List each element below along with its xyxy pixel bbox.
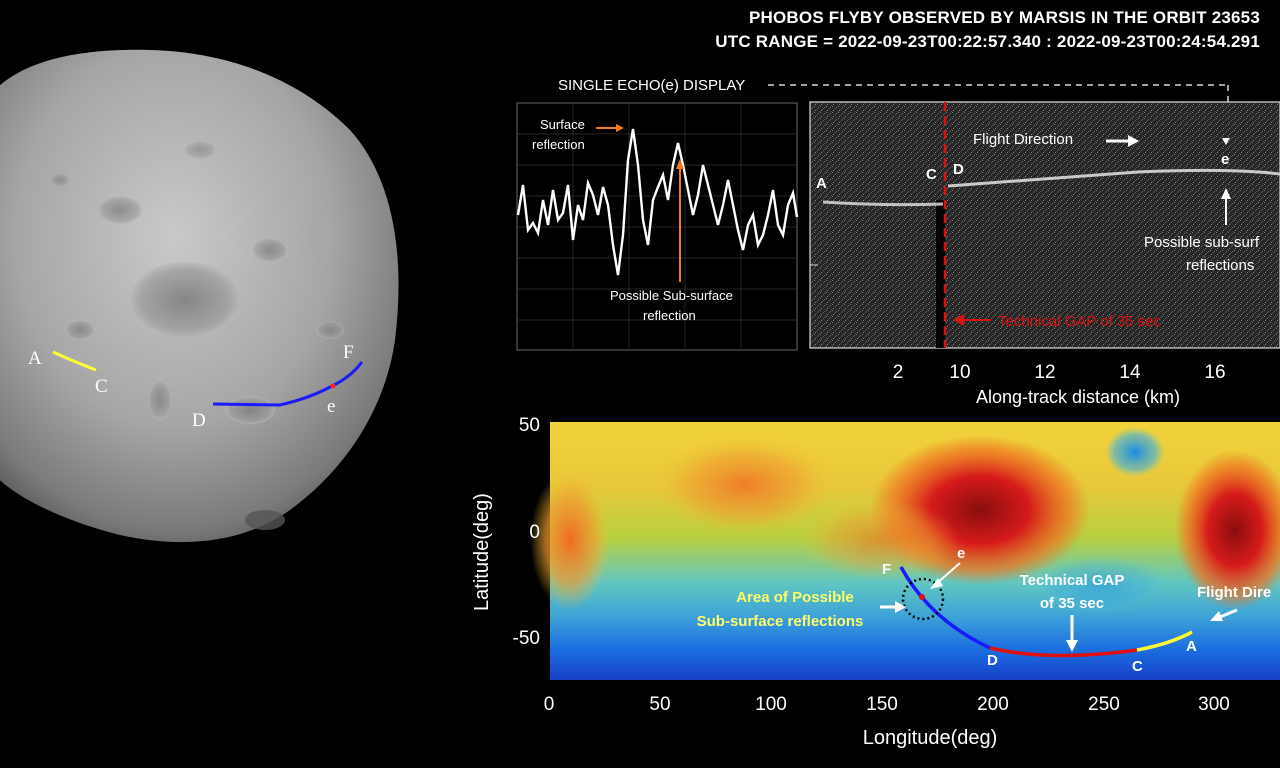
- phobos-label-D: D: [192, 410, 206, 431]
- map-xtick-1: 0: [544, 694, 555, 715]
- echo-panel-label: SINGLE ECHO(e) DISPLAY: [558, 77, 745, 94]
- gap-label-line2: of 35 sec: [1040, 595, 1104, 612]
- phobos-label-e: e: [327, 396, 335, 417]
- phobos-label-F: F: [343, 342, 354, 363]
- map-ytick-2: 0: [529, 522, 540, 543]
- map-label-e: e: [957, 545, 965, 562]
- map-xtick-3: 100: [755, 694, 787, 715]
- track-segment-DF: [212, 361, 364, 407]
- map-xtick-4: 150: [866, 694, 898, 715]
- radar-subsurface-line2: reflections: [1186, 257, 1254, 274]
- radar-subsurface-line1: Possible sub-surf: [1144, 234, 1260, 251]
- topography-map: F e D C A Area of Possible Sub-surface r…: [471, 415, 1280, 749]
- map-ytick-3: -50: [513, 628, 540, 649]
- map-label-F: F: [882, 561, 891, 578]
- radar-xtick-4: 14: [1119, 362, 1141, 383]
- radar-xtick-5: 16: [1204, 362, 1225, 383]
- map-xtick-7: 300: [1198, 694, 1230, 715]
- radar-label-e: e: [1221, 151, 1229, 168]
- track-segment-AC: [52, 350, 97, 372]
- figure-title-line1: PHOBOS FLYBY OBSERVED BY MARSIS IN THE O…: [748, 8, 1260, 27]
- gap-label-line1: Technical GAP: [1020, 572, 1125, 589]
- radar-xtick-1: 2: [893, 362, 904, 383]
- surface-echo-left: [822, 200, 944, 207]
- single-echo-plot: Surface reflection Possible Sub-surface …: [503, 95, 803, 370]
- gap-label: Technical GAP of 35 sec: [998, 313, 1162, 330]
- track-yellow: [1136, 630, 1193, 652]
- figure-title-line2: UTC RANGE = 2022-09-23T00:22:57.340 : 20…: [715, 32, 1260, 51]
- map-ylabel: Latitude(deg): [471, 493, 493, 611]
- map-xtick-6: 250: [1088, 694, 1120, 715]
- map-label-C: C: [1132, 658, 1143, 675]
- map-xlabel: Longitude(deg): [863, 727, 998, 749]
- surface-label-line2: reflection: [532, 137, 585, 152]
- crater-shape: [130, 262, 240, 338]
- subsurface-label-line2: reflection: [643, 308, 696, 323]
- echo-waveform: [516, 128, 799, 276]
- echo-grid: [517, 103, 797, 350]
- radar-label-A: A: [816, 175, 827, 192]
- subsurface-label-line1: Possible Sub-surface: [610, 288, 733, 303]
- radar-xtick-3: 12: [1034, 362, 1055, 383]
- radargram: A C D e Flight Direction Possible sub-su…: [809, 101, 1280, 407]
- area-label-line1: Area of Possible: [736, 589, 854, 606]
- map-label-D: D: [987, 652, 998, 669]
- radar-label-D: D: [953, 161, 964, 178]
- area-circle: [901, 577, 945, 621]
- flight-direction-label: Flight Direction: [973, 131, 1073, 148]
- map-xtick-5: 200: [977, 694, 1009, 715]
- map-ytick-1: 50: [519, 415, 540, 436]
- track-red: [989, 646, 1138, 658]
- surface-label-line1: Surface: [540, 117, 585, 132]
- area-label-line2: Sub-surface reflections: [697, 613, 864, 630]
- map-flight-direction: Flight Dire: [1197, 584, 1271, 601]
- map-label-A: A: [1186, 638, 1197, 655]
- map-xtick-2: 50: [649, 694, 670, 715]
- radar-xlabel: Along-track distance (km): [976, 387, 1180, 407]
- phobos-label-A: A: [28, 348, 42, 369]
- radar-label-C: C: [926, 166, 937, 183]
- marker-e: [330, 383, 336, 389]
- phobos-label-C: C: [95, 376, 108, 397]
- radar-xtick-2: 10: [949, 362, 970, 383]
- phobos-image: A C D e F: [0, 49, 399, 543]
- surface-echo-right: [947, 168, 1280, 188]
